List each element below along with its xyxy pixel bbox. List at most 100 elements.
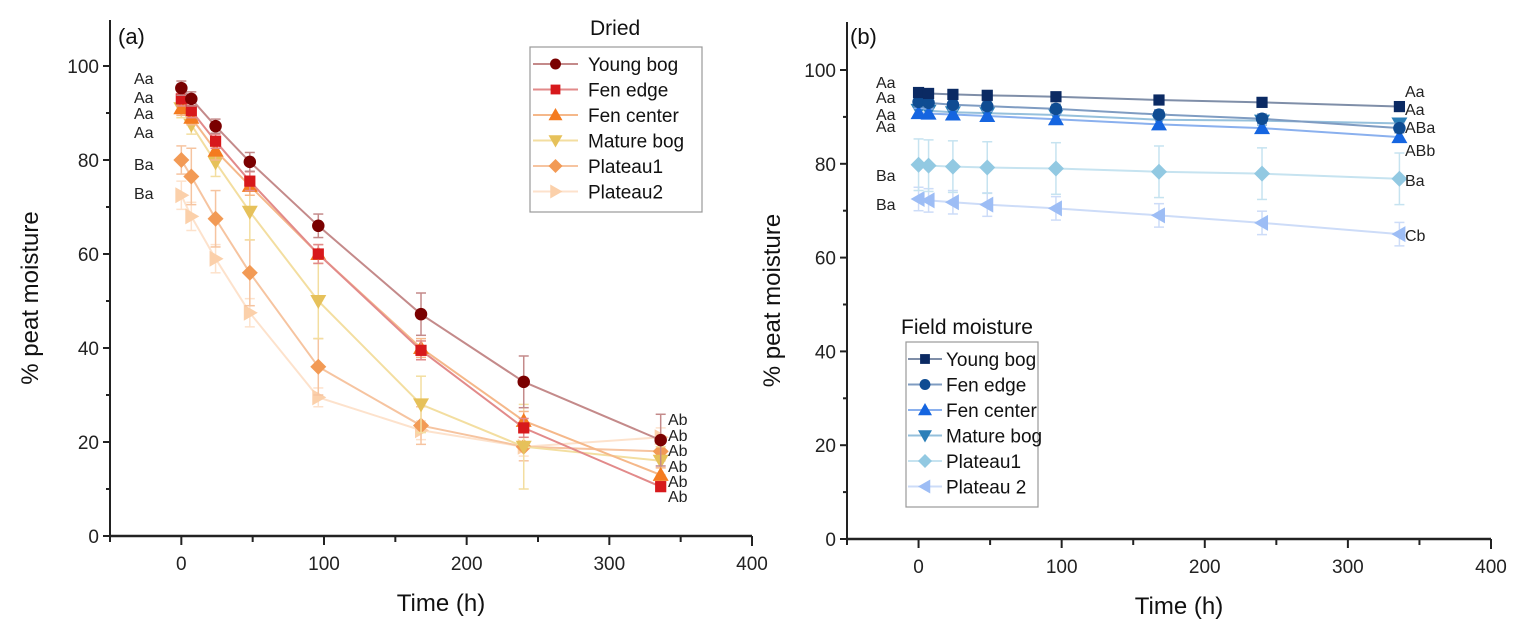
data-point — [244, 175, 256, 187]
significance-label-right: ABa — [1405, 120, 1435, 137]
data-point — [310, 358, 327, 375]
significance-label-right: Cb — [1405, 228, 1426, 245]
data-point — [518, 422, 530, 434]
data-point — [910, 156, 927, 173]
legend-item: Fen center — [908, 401, 1037, 422]
data-point — [1152, 108, 1166, 121]
legend-marker — [548, 135, 563, 148]
legend-label: Plateau1 — [946, 452, 1021, 473]
significance-label-right: Ab — [668, 412, 688, 429]
legend-box — [529, 46, 703, 213]
y-tick-label: 60 — [815, 249, 836, 270]
data-point — [173, 152, 190, 168]
y-tick-label: 100 — [804, 61, 836, 82]
data-point — [1150, 116, 1167, 131]
y-tick-label: 40 — [815, 342, 836, 363]
y-tick-label: 20 — [78, 433, 99, 454]
data-point — [241, 205, 258, 220]
data-point — [654, 433, 667, 447]
data-point — [920, 105, 937, 120]
series-line — [180, 159, 661, 453]
x-tick-label: 400 — [1475, 557, 1507, 578]
significance-label-right: Ab — [668, 443, 688, 460]
legend-marker — [918, 479, 931, 494]
legend-marker — [550, 184, 563, 199]
data-point — [652, 466, 669, 481]
significance-label-right: Ab — [668, 489, 688, 506]
data-point — [920, 192, 935, 209]
significance-label-left: Aa — [134, 90, 154, 107]
y-tick-label: 80 — [815, 155, 836, 176]
data-point — [415, 344, 427, 356]
series-young-bog — [912, 86, 1406, 113]
data-point — [1047, 200, 1062, 217]
y-tick-label: 0 — [825, 530, 836, 551]
data-point — [979, 107, 996, 122]
x-tick-label: 100 — [308, 554, 340, 575]
significance-label-left: Aa — [876, 90, 896, 107]
data-point — [175, 187, 190, 204]
data-point — [209, 250, 224, 267]
legend-item: Fen edge — [533, 81, 668, 102]
series-line — [180, 107, 661, 462]
data-point — [414, 307, 428, 321]
data-point — [1047, 111, 1064, 126]
data-point — [912, 86, 925, 99]
significance-label-right: Ab — [668, 428, 688, 445]
significance-label-right: Ab — [668, 459, 688, 476]
data-point — [183, 168, 200, 185]
legend-item: Young bog — [908, 350, 1036, 371]
legend-label: Plateau1 — [588, 157, 663, 178]
data-point — [981, 89, 993, 101]
data-point — [1256, 96, 1268, 108]
legend: Field moisture Young bog Fen edge Fen cente… — [901, 316, 1042, 508]
data-point — [922, 87, 935, 100]
legend-box — [905, 341, 1039, 508]
significance-label-left: Aa — [876, 119, 896, 136]
y-tick-label: 60 — [78, 245, 99, 266]
series-fen-edge — [912, 95, 1406, 135]
legend-marker — [550, 58, 561, 70]
data-point — [173, 100, 190, 115]
data-point — [944, 194, 959, 211]
significance-label-left: Ba — [134, 157, 154, 174]
x-tick-label: 300 — [1332, 557, 1364, 578]
significance-label-left: Aa — [134, 71, 154, 88]
data-point — [185, 208, 200, 225]
y-tick-label: 100 — [67, 57, 99, 78]
y-tick-label: 80 — [78, 151, 99, 172]
data-point — [312, 389, 327, 406]
data-point — [515, 440, 532, 455]
data-point — [979, 159, 996, 176]
y-tick-label: 40 — [78, 339, 99, 360]
data-point — [413, 398, 430, 413]
data-point — [920, 157, 937, 174]
x-axis-title: Time (h) — [397, 590, 485, 617]
data-point — [241, 264, 258, 281]
data-point — [243, 155, 257, 169]
significance-label-right: Ba — [1405, 173, 1425, 190]
data-point — [185, 105, 197, 117]
data-point — [209, 135, 222, 147]
data-point — [910, 105, 927, 120]
x-tick-label: 200 — [451, 554, 483, 575]
data-point — [1391, 129, 1408, 144]
data-point — [1255, 112, 1269, 126]
x-tick-label: 0 — [913, 557, 924, 578]
legend-marker — [918, 430, 932, 443]
legend-marker — [918, 454, 932, 468]
legend-label: Fen edge — [588, 81, 668, 102]
legend-marker — [548, 108, 563, 121]
legend-label: Mature bog — [946, 427, 1042, 448]
legend-item: Fen center — [533, 106, 679, 127]
legend-item: Plateau1 — [533, 157, 663, 178]
data-point — [1393, 100, 1406, 113]
data-point — [910, 190, 925, 207]
data-point — [243, 304, 258, 321]
x-tick-label: 300 — [593, 554, 625, 575]
legend-item: Young bog — [533, 55, 678, 76]
series-plateau-2 — [910, 186, 1406, 247]
data-point — [1049, 102, 1063, 116]
legend: Dried Young bog Fen edge Fen center Mature b… — [529, 17, 703, 213]
panel-b: 0 20 40 60 80 100 0 100 200 300 400 Time (h) % peat … — [759, 22, 1507, 620]
